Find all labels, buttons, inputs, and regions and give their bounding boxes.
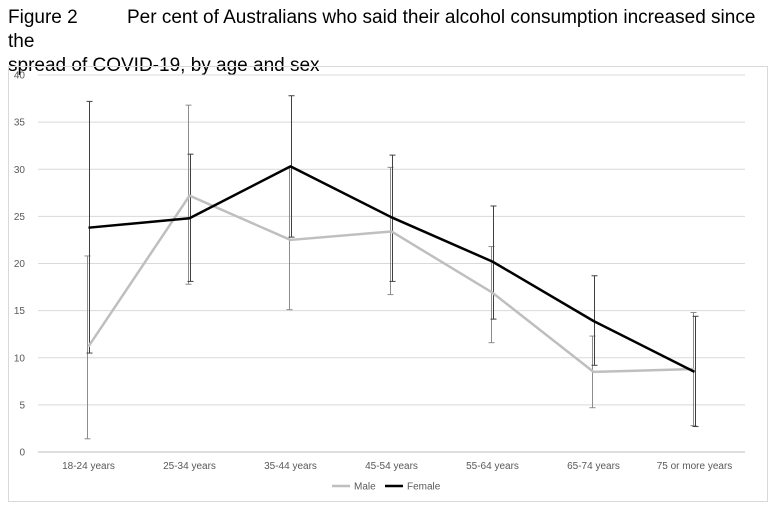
x-tick-label: 35-44 years [264, 461, 317, 472]
legend-label-female: Female [407, 482, 441, 493]
x-tick-label: 65-74 years [567, 461, 620, 472]
y-tick-label: 15 [14, 306, 26, 317]
y-tick-label: 40 [14, 71, 26, 82]
figure-title-line2: spread of COVID-19, by age and sex [8, 55, 320, 76]
x-tick-label: 18-24 years [62, 461, 115, 472]
series-line-male [87, 194, 695, 374]
x-tick-label: 25-34 years [163, 461, 216, 472]
legend-label-male: Male [354, 482, 376, 493]
figure-label: Figure 2 [8, 7, 78, 28]
x-tick-label: 75 or more years [657, 461, 733, 472]
figure-title-line1: Per cent of Australians who said their a… [8, 7, 756, 52]
y-tick-label: 30 [14, 165, 26, 176]
y-tick-label: 35 [14, 118, 26, 129]
y-tick-label: 0 [19, 448, 25, 459]
y-tick-label: 10 [14, 353, 26, 364]
series-line-female [88, 165, 696, 374]
x-tick-label: 55-64 years [466, 461, 519, 472]
y-tick-label: 25 [14, 212, 26, 223]
y-tick-label: 20 [14, 259, 26, 270]
chart-frame [8, 66, 768, 502]
x-tick-label: 45-54 years [365, 461, 418, 472]
y-tick-label: 5 [19, 400, 25, 411]
figure-title: Figure 2 Per cent of Australians who said… [8, 6, 778, 78]
